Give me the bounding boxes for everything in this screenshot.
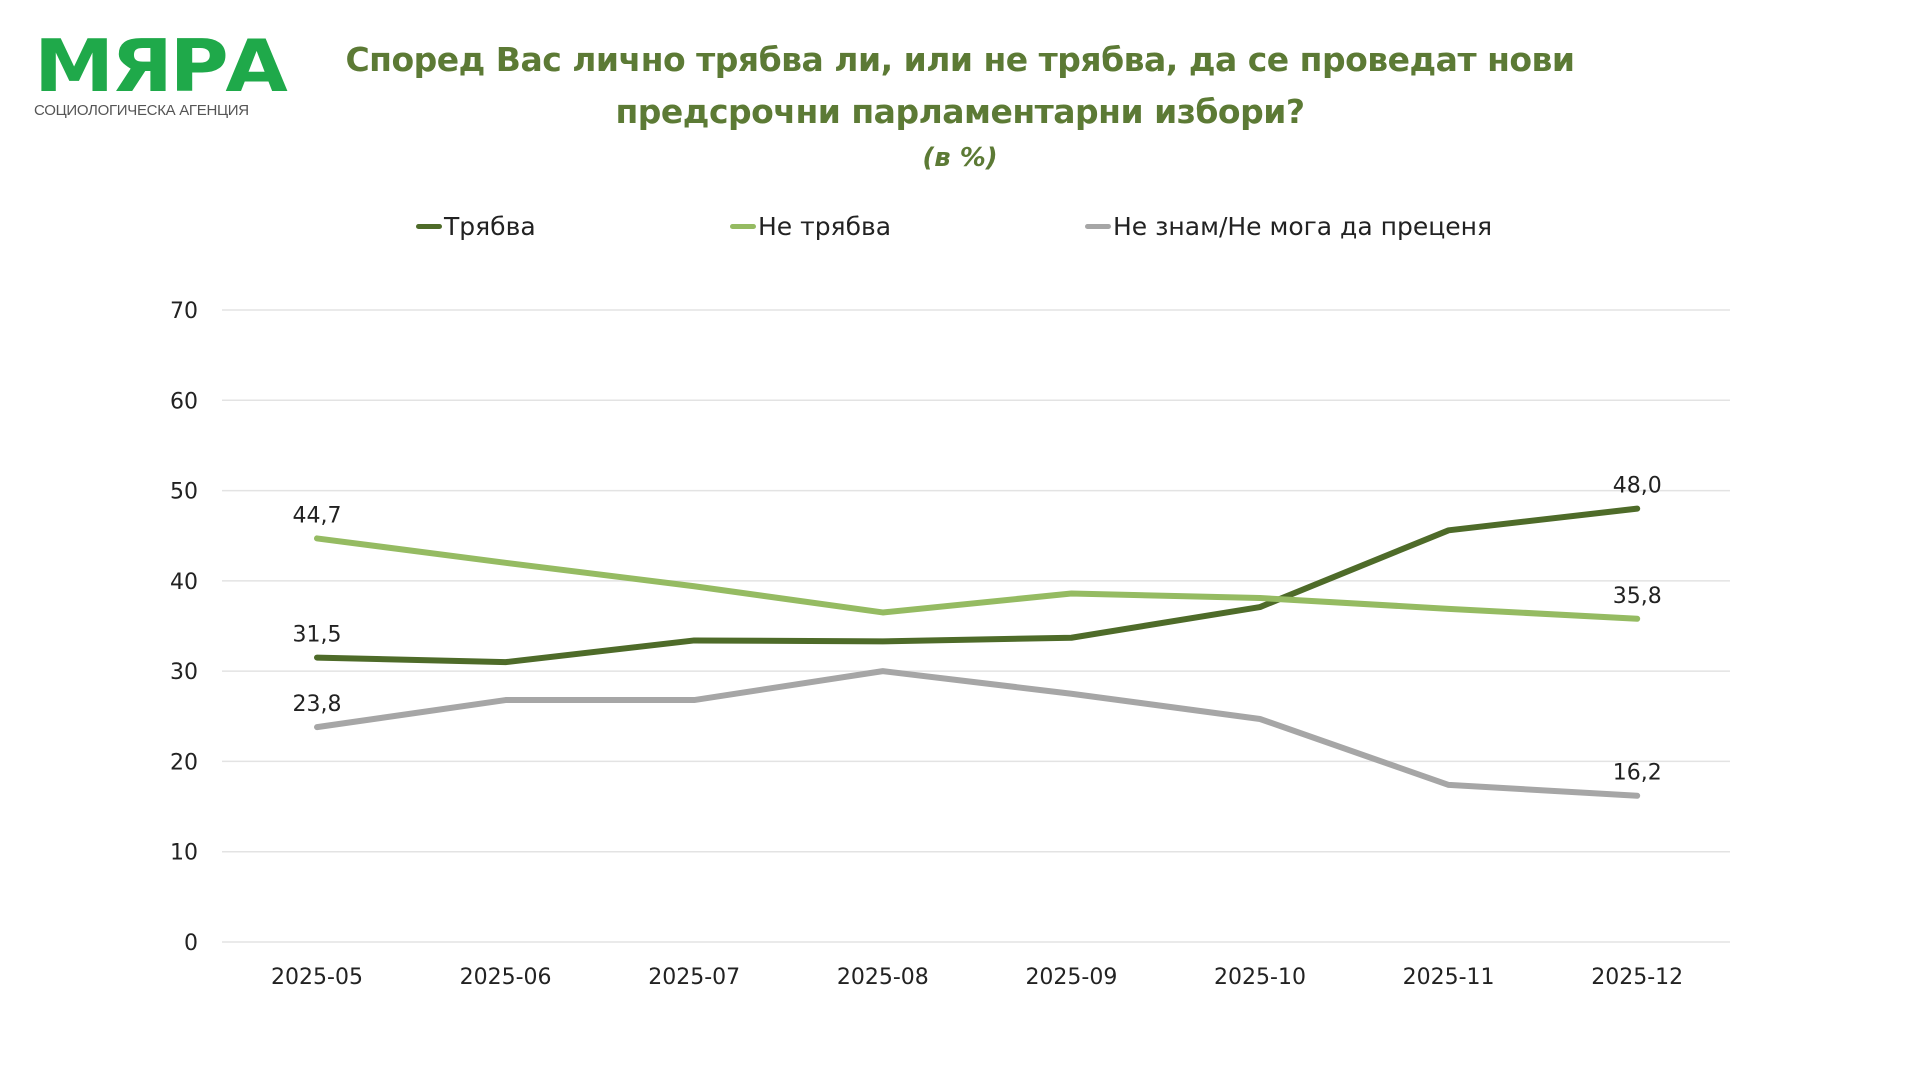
y-tick-label: 10 [170,841,198,866]
gridlines [222,309,1730,943]
legend-swatch-tryabva [416,224,442,229]
data-labels: 31,5 48,0 44,7 35,8 23,8 16,2 [293,474,1662,786]
chart-title-line-1: Според Вас лично трябва ли, или не трябв… [345,40,1575,79]
y-tick-label: 70 [170,299,198,324]
x-tick-label: 2025-07 [648,965,740,990]
legend-swatch-ne-tryabva [730,224,756,229]
legend-item-ne-znam: Не знам/Не мога да преценя [1085,212,1492,241]
y-tick-label: 60 [170,389,198,414]
y-tick-label: 30 [170,660,198,685]
legend-item-ne-tryabva: Не трябва [730,212,891,241]
y-tick-label: 40 [170,570,198,595]
data-label: 31,5 [293,623,342,648]
x-axis: 2025-05 2025-06 2025-07 2025-08 2025-09 2025-… [271,965,1683,990]
chart-title-line-2: предсрочни парламентарни избори? [615,92,1306,131]
legend-item-tryabva: Трябва [416,212,536,241]
data-label: 16,2 [1613,761,1662,786]
legend-label-tryabva: Трябва [444,212,536,241]
data-label: 23,8 [293,692,342,717]
series-line-0 [314,505,1641,666]
data-label: 44,7 [293,503,342,528]
x-tick-label: 2025-12 [1591,965,1683,990]
series-lines [314,505,1641,799]
agency-logo: МЯРА СОЦИОЛОГИЧЕСКА АГЕНЦИЯ [34,30,288,119]
x-tick-label: 2025-06 [460,965,552,990]
y-axis: 0 10 20 30 40 50 60 70 [170,299,198,956]
legend-label-ne-tryabva: Не трябва [758,212,892,241]
legend-swatch-ne-znam [1085,224,1111,229]
chart-legend: Трябва Не трябва Не знам/Не мога да прец… [0,212,1920,242]
logo-tagline: СОЦИОЛОГИЧЕСКА АГЕНЦИЯ [34,102,249,119]
x-tick-label: 2025-09 [1025,965,1117,990]
chart-subtitle: (в %) [922,143,998,173]
series-line-2 [314,668,1641,799]
chart-title: Според Вас лично трябва ли, или не трябв… [300,34,1620,138]
data-label: 35,8 [1613,584,1662,609]
series-line-1 [314,535,1641,622]
y-tick-label: 20 [170,750,198,775]
data-label: 48,0 [1613,474,1662,499]
x-tick-label: 2025-10 [1214,965,1306,990]
y-tick-label: 50 [170,480,198,505]
x-tick-label: 2025-05 [271,965,363,990]
legend-label-ne-znam: Не знам/Не мога да преценя [1113,212,1492,241]
x-tick-label: 2025-08 [837,965,929,990]
x-tick-label: 2025-11 [1403,965,1495,990]
y-tick-label: 0 [184,931,198,956]
logo-wordmark: МЯРА [34,24,288,108]
